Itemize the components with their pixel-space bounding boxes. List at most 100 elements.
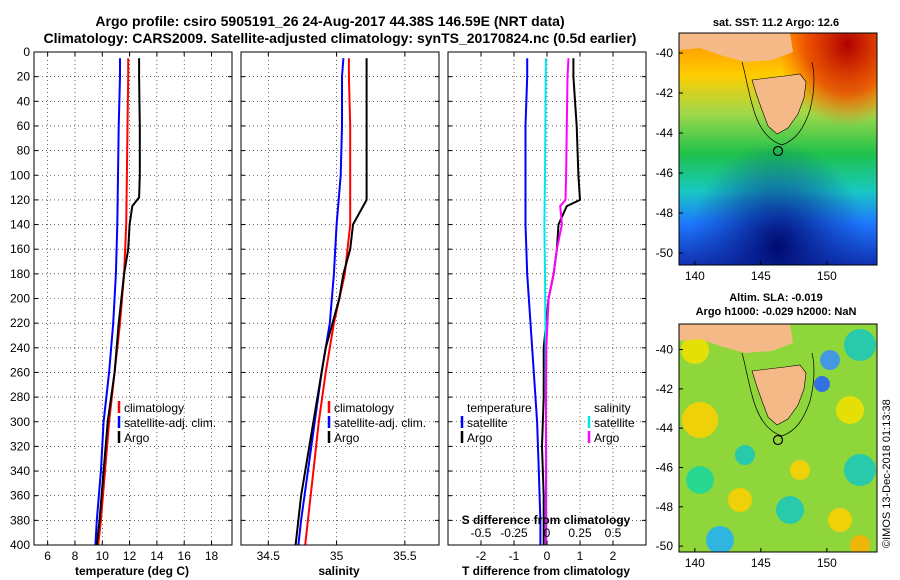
x-tick-label: 16 (178, 549, 192, 563)
x-tick-label: -1 (509, 549, 520, 563)
y-tick-label: 260 (10, 365, 30, 379)
series-t-satellite (524, 58, 542, 545)
argo-location-marker (772, 434, 784, 446)
x-tick-label: 35.5 (393, 549, 417, 563)
legend-label-t-argo: Argo (467, 431, 493, 445)
sst-map (678, 32, 878, 266)
sla-anomaly-blob (681, 336, 709, 364)
map-lat-tick-label: -40 (656, 343, 674, 357)
map-lat-tick-label: -48 (656, 500, 674, 514)
sla-anomaly-blob (850, 535, 870, 552)
sla-map (678, 323, 878, 553)
y-tick-label: 240 (10, 341, 30, 355)
y-tick-label: 400 (10, 538, 30, 552)
sla-anomaly-blob (814, 376, 830, 392)
sla-map-title2: Argo h1000: -0.029 h2000: NaN (696, 306, 857, 318)
series-s-argo (545, 58, 570, 545)
map-lon-tick-label: 150 (817, 269, 837, 283)
map-lon-tick-label: 145 (751, 556, 771, 570)
sla-anomaly-blob (828, 508, 852, 532)
map-lat-tick-label: -50 (656, 539, 674, 553)
y-tick-label: 340 (10, 464, 30, 478)
sla-map-title1: Altim. SLA: -0.019 (729, 292, 823, 304)
legend-label-s-satellite: satellite (594, 416, 635, 430)
secondary-x-tick-label: 0 (544, 526, 551, 540)
tasmania-land (751, 364, 807, 426)
legend-label-t-satellite: satellite (467, 416, 508, 430)
difference-legend: temperature salinity satellite Argo sate… (460, 401, 635, 445)
sla-anomaly-blob (686, 466, 714, 494)
legend-label-satellite-adj: satellite-adj. clim. (124, 416, 216, 430)
y-tick-label: 320 (10, 439, 30, 453)
secondary-x-tick-label: -0.5 (471, 526, 492, 540)
y-tick-label: 20 (17, 70, 31, 84)
y-tick-label: 160 (10, 242, 30, 256)
y-tick-label: 300 (10, 415, 30, 429)
legend-label-satellite-adj: satellite-adj. clim. (334, 416, 426, 430)
map-lon-tick-label: 145 (751, 269, 771, 283)
sla-anomaly-blob (844, 329, 876, 361)
secondary-x-tick-label: 0.5 (605, 526, 622, 540)
y-tick-label: 360 (10, 489, 30, 503)
secondary-x-tick-label: 0.25 (568, 526, 592, 540)
imos-credit: ©IMOS 13-Dec-2018 01:13:38 (881, 399, 893, 548)
y-tick-label: 140 (10, 218, 30, 232)
y-tick-label: 180 (10, 267, 30, 281)
y-tick-label: 80 (17, 144, 31, 158)
y-tick-label: 120 (10, 193, 30, 207)
y-tick-label: 380 (10, 513, 30, 527)
map-lat-tick-label: -40 (656, 46, 674, 60)
difference-panel: -2 -1 0 1 2 -0.5 -0.25 0 0.25 0.5 (447, 51, 647, 563)
salinity-panel: 34.5 35 35.5 (240, 51, 440, 563)
argo-location-marker (772, 145, 784, 157)
x-tick-label: 18 (205, 549, 219, 563)
series-argo (95, 58, 141, 546)
series-satellite-adj-clim- (297, 58, 345, 546)
sla-map-frame (678, 323, 878, 553)
temperature-panel: 6 8 10 12 14 16 180204060801001201401601802002… (10, 45, 233, 563)
mainland-land (679, 33, 793, 62)
map-lat-tick-label: -46 (656, 166, 674, 180)
x-tick-label: 34.5 (257, 549, 281, 563)
y-tick-label: 280 (10, 390, 30, 404)
map-lon-tick-label: 140 (685, 556, 705, 570)
figure-title-line1: Argo profile: csiro 5905191_26 24-Aug-20… (95, 13, 564, 29)
x-tick-label: 12 (123, 549, 137, 563)
map-lat-tick-label: -48 (656, 206, 674, 220)
legend-header-temperature: temperature (467, 401, 532, 415)
map-lat-tick-label: -46 (656, 460, 674, 474)
difference-secondary-xlabel: S difference from climatology (462, 513, 631, 527)
map-lat-tick-label: -44 (656, 421, 674, 435)
sla-anomaly-blob (776, 496, 804, 524)
sst-map-frame (678, 32, 878, 266)
sla-anomaly-blob (844, 454, 876, 486)
map-lat-tick-label: -42 (656, 86, 674, 100)
sla-anomaly-blob (682, 402, 718, 438)
x-tick-label: 0 (544, 549, 551, 563)
legend-label-argo: Argo (334, 431, 360, 445)
map-lon-tick-label: 150 (817, 556, 837, 570)
x-tick-label: 10 (96, 549, 110, 563)
sst-map-title: sat. SST: 11.2 Argo: 12.6 (713, 17, 839, 29)
salinity-xlabel: salinity (318, 564, 360, 578)
legend-label-climatology: climatology (334, 401, 394, 415)
y-tick-label: 40 (17, 94, 31, 108)
map-lat-tick-label: -50 (656, 246, 674, 260)
y-tick-label: 100 (10, 168, 30, 182)
sla-anomaly-blob (790, 460, 810, 480)
temperature-xlabel: temperature (deg C) (75, 564, 189, 578)
x-tick-label: 35 (330, 549, 344, 563)
tasmania-land (751, 73, 807, 135)
secondary-x-tick-label: -0.25 (500, 526, 528, 540)
x-tick-label: 6 (44, 549, 51, 563)
difference-xlabel: T difference from climatology (462, 564, 630, 578)
series-satellite-adj-clim- (94, 58, 121, 546)
temperature-legend: climatology satellite-adj. clim. Argo (117, 401, 216, 445)
sla-anomaly-blob (735, 445, 755, 465)
map-lon-tick-label: 140 (685, 269, 705, 283)
map-lat-tick-label: -44 (656, 126, 674, 140)
x-tick-label: 14 (150, 549, 164, 563)
y-tick-label: 200 (10, 292, 30, 306)
figure-title-line2: Climatology: CARS2009. Satellite-adjuste… (44, 30, 637, 46)
